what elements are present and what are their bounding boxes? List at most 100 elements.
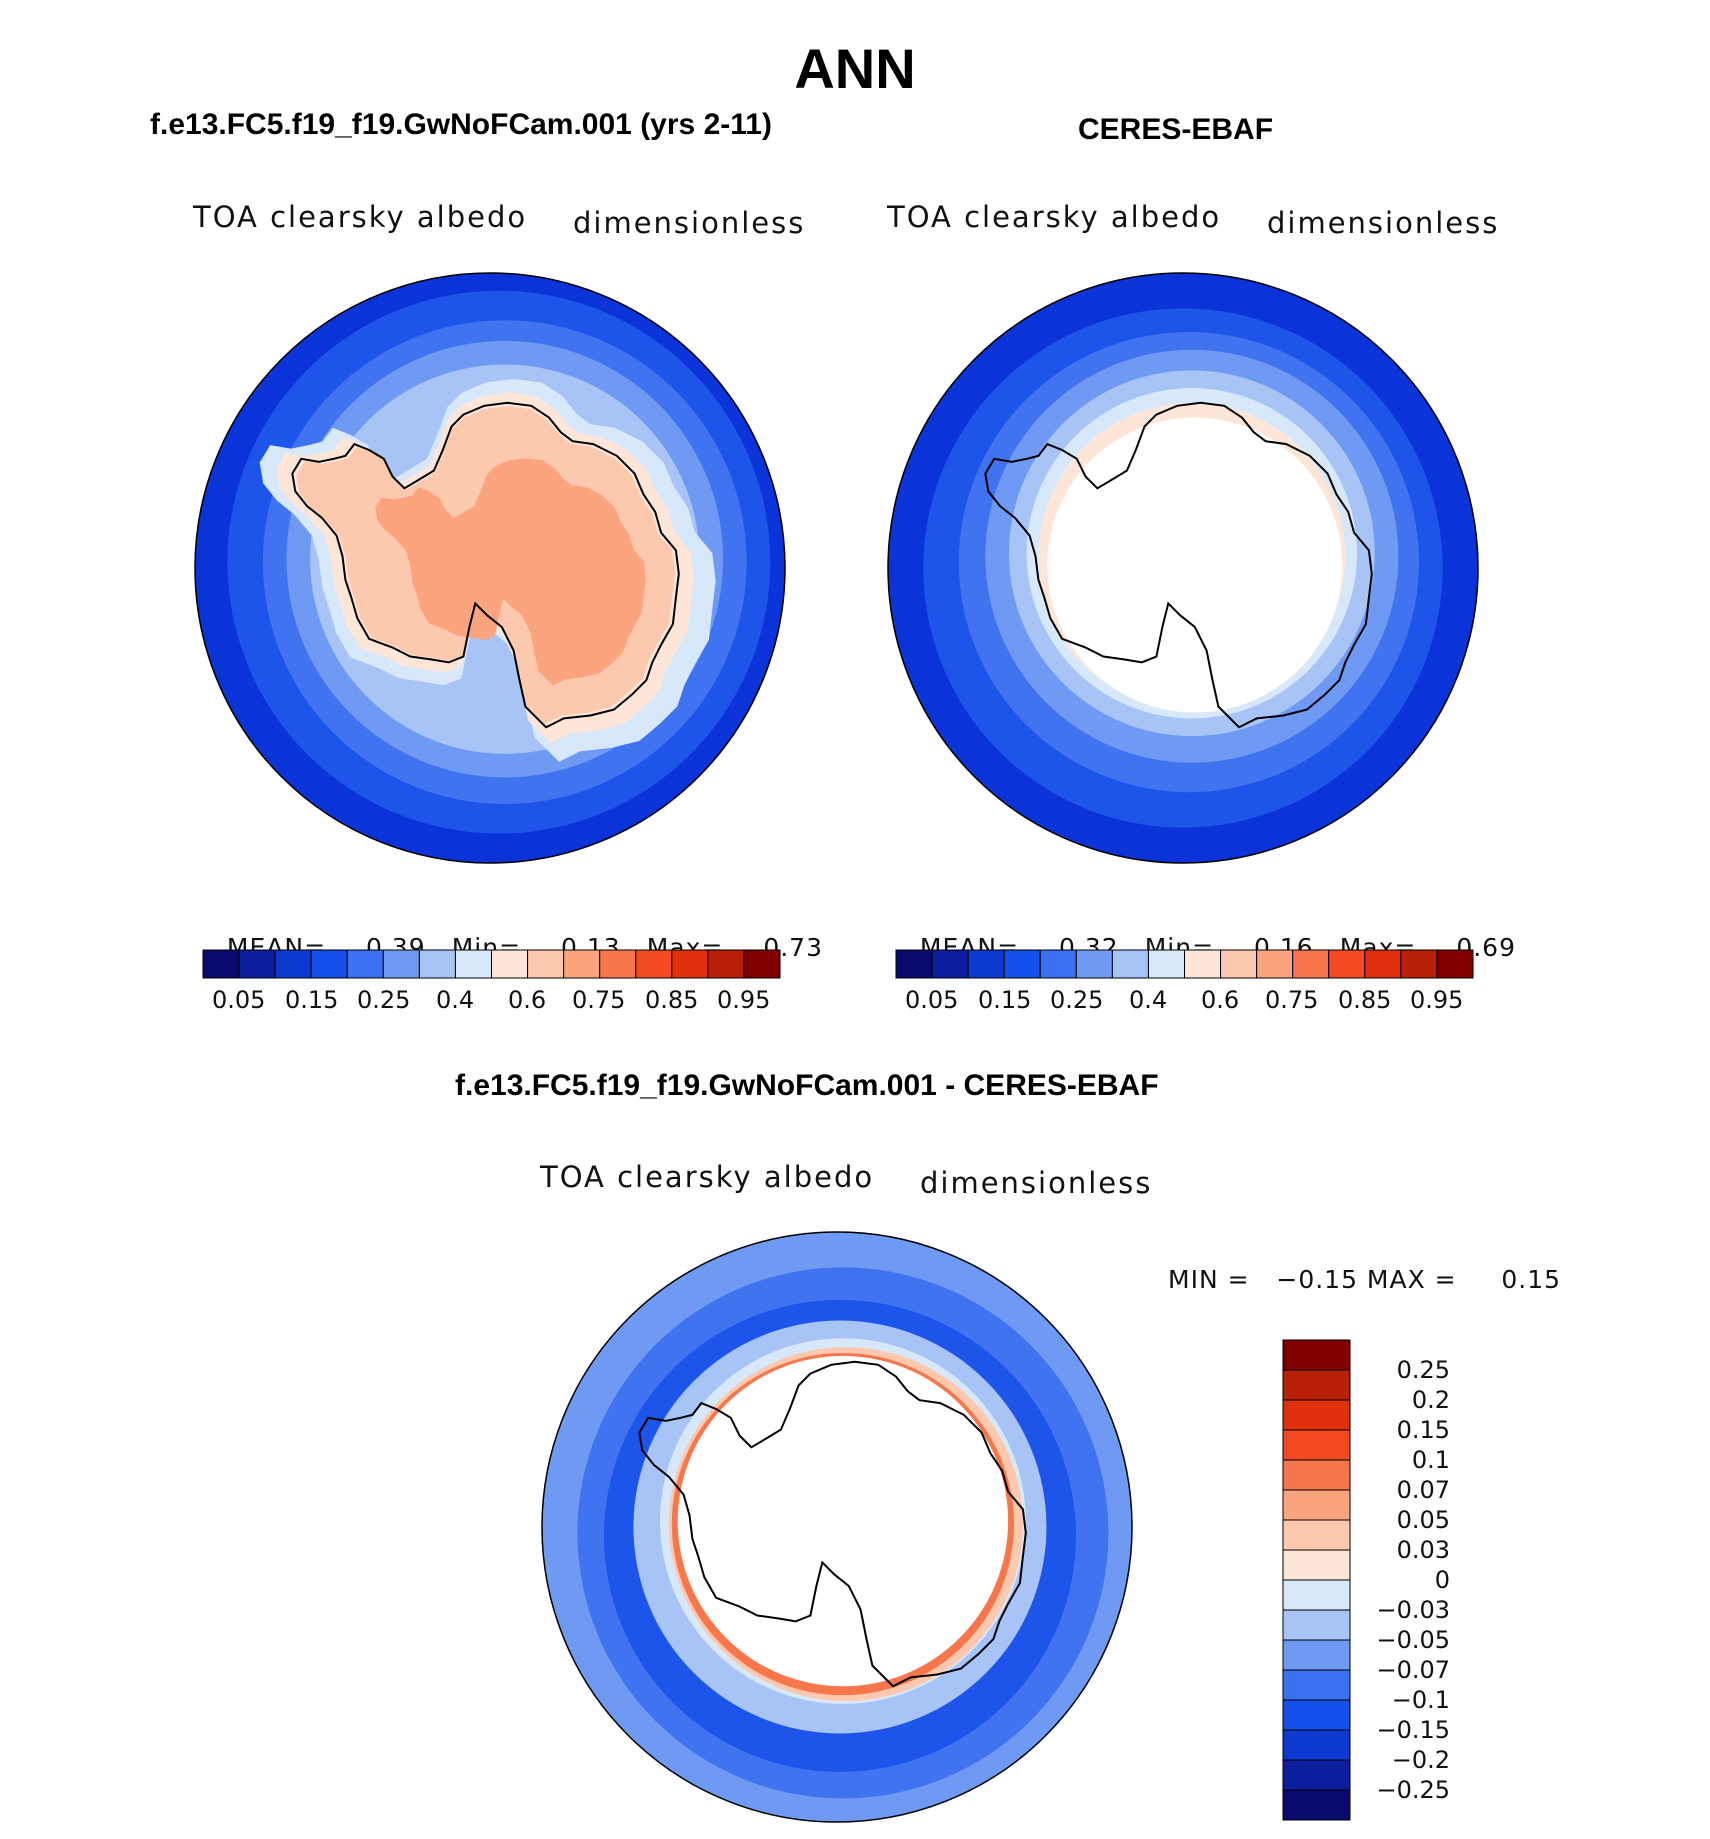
colorbar-box bbox=[1400, 949, 1438, 979]
tick-label: −0.1 bbox=[1391, 1686, 1450, 1714]
colorbar-box bbox=[1282, 1339, 1351, 1371]
colorbar-box bbox=[1282, 1489, 1351, 1521]
colorbar-box bbox=[1282, 1429, 1351, 1461]
colorbar-box bbox=[274, 949, 312, 979]
tick-label: 0.4 bbox=[436, 986, 475, 1014]
tick-label: 0.15 bbox=[978, 986, 1032, 1014]
tick-label: −0.15 bbox=[1376, 1716, 1450, 1744]
map-border bbox=[887, 272, 1479, 864]
antarctica-coastline bbox=[291, 401, 680, 729]
tick-label: 0.95 bbox=[717, 986, 771, 1014]
colorbar-box bbox=[310, 949, 348, 979]
colorbar-box bbox=[1282, 1669, 1351, 1701]
colorbar-box bbox=[1003, 949, 1041, 979]
colorbar-box bbox=[1282, 1639, 1351, 1671]
map-border bbox=[194, 272, 786, 864]
tick-label: 0.1 bbox=[1411, 1446, 1450, 1474]
stats-diff: MIN = −0.15 MAX = 0.15 bbox=[1168, 1265, 1562, 1294]
colorbar-box bbox=[1282, 1579, 1351, 1611]
variable-label-model: TOA clearsky albedo bbox=[193, 200, 528, 234]
tick-label: 0.75 bbox=[1265, 986, 1319, 1014]
colorbar-box bbox=[1220, 949, 1258, 979]
polar-map-obs bbox=[887, 272, 1479, 864]
panel-title-model: f.e13.FC5.f19_f19.GwNoFCam.001 (yrs 2-11… bbox=[150, 108, 772, 141]
tick-label: 0.15 bbox=[285, 986, 339, 1014]
colorbar-ticks-model: 0.05 0.15 0.25 0.4 0.6 0.75 0.85 0.95 bbox=[0, 986, 1710, 1016]
tick-label: 0.85 bbox=[1338, 986, 1392, 1014]
tick-label: 0.25 bbox=[357, 986, 411, 1014]
units-label-model: dimensionless bbox=[573, 206, 806, 240]
colorbar-box bbox=[1282, 1609, 1351, 1641]
colorbar-box bbox=[346, 949, 384, 979]
colorbar-ticks-obs: 0.05 0.15 0.25 0.4 0.6 0.75 0.85 0.95 bbox=[0, 986, 1710, 1016]
colorbar-box bbox=[418, 949, 456, 979]
colorbar-box bbox=[454, 949, 492, 979]
colorbar-box bbox=[1436, 949, 1474, 979]
colorbar-box bbox=[895, 949, 933, 979]
colorbar-box bbox=[238, 949, 276, 979]
colorbar-box bbox=[1282, 1519, 1351, 1551]
tick-label: 0.6 bbox=[1201, 986, 1240, 1014]
colorbar-box bbox=[1039, 949, 1077, 979]
main-title: ANN bbox=[794, 37, 916, 100]
colorbar-ticks-diff: 0.25 0.2 0.15 0.1 0.07 0.05 0.03 0 −0.03 −0.05 −0.… bbox=[1352, 1340, 1462, 1820]
tick-label: −0.07 bbox=[1376, 1656, 1450, 1684]
tick-label: 0 bbox=[1434, 1566, 1450, 1594]
tick-label: 0.05 bbox=[905, 986, 959, 1014]
colorbar-box bbox=[967, 949, 1005, 979]
colorbar-box bbox=[599, 949, 637, 979]
tick-label: 0.03 bbox=[1396, 1536, 1450, 1564]
contour-band bbox=[1047, 417, 1343, 713]
colorbar-box bbox=[1328, 949, 1366, 979]
variable-label-diff: TOA clearsky albedo bbox=[540, 1160, 875, 1194]
tick-label: −0.25 bbox=[1376, 1776, 1450, 1804]
tick-label: 0.25 bbox=[1050, 986, 1104, 1014]
variable-label-obs: TOA clearsky albedo bbox=[887, 200, 1222, 234]
colorbar-box bbox=[1184, 949, 1222, 979]
colorbar-box bbox=[1282, 1759, 1351, 1791]
colorbar-obs bbox=[895, 949, 1474, 979]
colorbar-box bbox=[1364, 949, 1402, 979]
tick-label: 0.15 bbox=[1396, 1416, 1450, 1444]
colorbar-box bbox=[382, 949, 420, 979]
colorbar-box bbox=[1282, 1399, 1351, 1431]
tick-label: 0.2 bbox=[1411, 1386, 1450, 1414]
colorbar-box bbox=[1282, 1699, 1351, 1731]
colorbar-box bbox=[1282, 1549, 1351, 1581]
colorbar-box bbox=[743, 949, 781, 979]
tick-label: −0.03 bbox=[1376, 1596, 1450, 1624]
colorbar-box bbox=[671, 949, 709, 979]
colorbar-diff bbox=[1282, 1339, 1351, 1821]
colorbar-box bbox=[1147, 949, 1185, 979]
colorbar-box bbox=[1111, 949, 1149, 979]
contour-band bbox=[375, 458, 646, 686]
colorbar-box bbox=[1282, 1459, 1351, 1491]
tick-label: 0.6 bbox=[508, 986, 547, 1014]
colorbar-model bbox=[202, 949, 781, 979]
colorbar-box bbox=[1282, 1729, 1351, 1761]
colorbar-box bbox=[1292, 949, 1330, 979]
units-label-diff: dimensionless bbox=[920, 1166, 1153, 1200]
contour-band bbox=[677, 1355, 1009, 1687]
colorbar-box bbox=[1256, 949, 1294, 979]
tick-label: 0.95 bbox=[1410, 986, 1464, 1014]
colorbar-box bbox=[1282, 1789, 1351, 1821]
polar-map-diff bbox=[541, 1231, 1133, 1823]
tick-label: 0.05 bbox=[1396, 1506, 1450, 1534]
tick-label: 0.75 bbox=[572, 986, 626, 1014]
colorbar-box bbox=[527, 949, 565, 979]
tick-label: 0.05 bbox=[212, 986, 266, 1014]
colorbar-box bbox=[635, 949, 673, 979]
colorbar-box bbox=[1282, 1369, 1351, 1401]
tick-label: 0.4 bbox=[1129, 986, 1168, 1014]
colorbar-box bbox=[707, 949, 745, 979]
antarctica-coastline bbox=[638, 1360, 1027, 1688]
tick-label: 0.07 bbox=[1396, 1476, 1450, 1504]
colorbar-box bbox=[491, 949, 529, 979]
colorbar-box bbox=[202, 949, 240, 979]
map-border bbox=[541, 1231, 1133, 1823]
antarctica-coastline bbox=[984, 401, 1373, 729]
panel-title-diff: f.e13.FC5.f19_f19.GwNoFCam.001 - CERES-E… bbox=[455, 1069, 1159, 1102]
tick-label: −0.05 bbox=[1376, 1626, 1450, 1654]
tick-label: −0.2 bbox=[1391, 1746, 1450, 1774]
